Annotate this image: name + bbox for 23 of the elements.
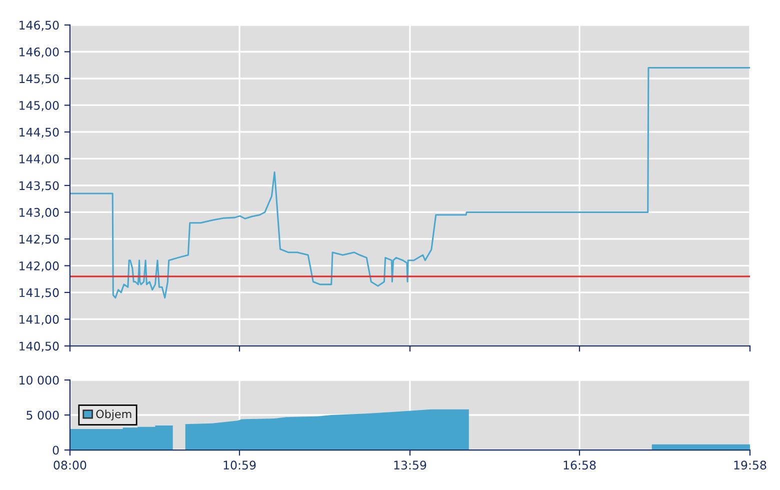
y-tick-label: 0	[52, 446, 59, 455]
legend-label: Objem	[96, 410, 132, 420]
y-tick-label: 144,00	[20, 154, 59, 165]
x-tick-label: 16:58	[564, 460, 596, 470]
y-tick-label: 145,00	[20, 100, 59, 112]
y-tick-label: 141,50	[20, 288, 59, 298]
y-tick-label: 141,00	[20, 314, 59, 326]
y-tick-label: 142,50	[20, 234, 59, 245]
y-tick-label: 140,50	[20, 342, 59, 352]
y-tick-label: 143,50	[20, 181, 59, 192]
y-tick-label: 146,50	[20, 20, 59, 31]
x-tick-label: 13:59	[394, 460, 426, 470]
y-tick-label: 142,00	[20, 261, 59, 272]
line-series	[70, 67, 750, 299]
y-tick-label: 144,50	[20, 128, 59, 138]
x-tick-label: 08:00	[54, 460, 86, 470]
y-tick-label: 143,00	[20, 208, 59, 218]
y-tick-label: 10 000	[20, 376, 59, 385]
x-tick-label: 10:59	[224, 460, 256, 470]
y-tick-label: 146,00	[20, 47, 59, 58]
x-tick-label: 19:58	[734, 460, 766, 470]
y-tick-label: 145,50	[20, 74, 59, 84]
y-tick-label: 5 000	[26, 410, 59, 420]
